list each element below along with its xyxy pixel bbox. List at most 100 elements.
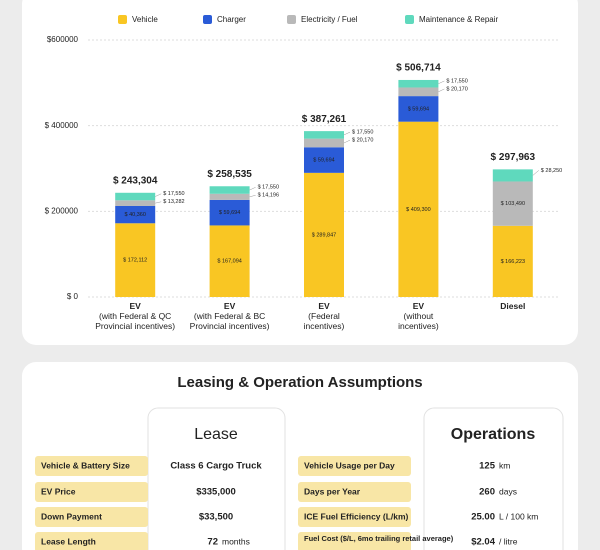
row-label-box: [298, 456, 411, 476]
row-label-box: [35, 507, 148, 527]
row-label: Lease Length: [41, 536, 96, 546]
row-value: 125: [479, 461, 496, 472]
bar-segment: [209, 225, 250, 297]
bar-segment: [398, 121, 439, 297]
leader-line: [438, 88, 445, 93]
row-label: Vehicle & Battery Size: [41, 460, 130, 470]
row-label: Fuel Cost ($/L, 6mo trailing retail aver…: [304, 534, 454, 543]
row-label: ICE Fuel Efficiency (L/km): [304, 511, 409, 521]
total-label: $ 243,304: [113, 175, 158, 186]
row-label: Down Payment: [41, 511, 102, 521]
row-value: Class 6 Cargo Truck: [170, 461, 262, 472]
row-label-box: [35, 482, 148, 502]
row-value: $33,500: [199, 512, 233, 523]
row-label-box: [35, 532, 148, 550]
operations-title: Operations: [451, 426, 536, 443]
legend-swatch: [287, 15, 296, 24]
bar-segment: [304, 138, 344, 148]
row-unit: / litre: [499, 536, 518, 546]
value-label: $ 103,490: [501, 201, 525, 207]
leader-line: [249, 187, 256, 191]
row-label: Vehicle Usage per Day: [304, 460, 395, 470]
row-value: 25.00: [471, 512, 495, 523]
bar-segment: [492, 181, 533, 226]
bar-segment: [115, 192, 156, 201]
bar-segment: [115, 205, 156, 224]
row-unit: days: [499, 486, 517, 496]
leader-line: [155, 193, 162, 197]
row-label-box: [35, 456, 148, 476]
row-value: 260: [479, 487, 495, 498]
bar-segment: [304, 147, 344, 173]
value-label: $ 409,300: [406, 207, 430, 213]
bar-segment: [304, 172, 344, 297]
legend-label: Electricity / Fuel: [301, 15, 358, 24]
leader-line: [438, 80, 445, 84]
bar-segment: [209, 193, 250, 200]
leader-line: [532, 170, 539, 176]
bar-segment: [492, 169, 533, 182]
x-tick-label: EV (without incentives): [398, 301, 439, 331]
row-unit: months: [222, 536, 250, 546]
x-tick-label: EV (Federal incentives): [304, 301, 345, 331]
legend-label: Maintenance & Repair: [419, 15, 498, 24]
row-label-box: [298, 507, 411, 527]
bar-segment: [115, 223, 156, 297]
value-label: $ 17,550: [163, 191, 184, 197]
value-label: $ 20,170: [446, 86, 467, 92]
total-label: $ 506,714: [396, 63, 441, 74]
assumptions-title: Leasing & Operation Assumptions: [177, 374, 422, 391]
value-label: $ 166,223: [501, 259, 525, 265]
value-label: $ 59,694: [313, 158, 334, 164]
value-label: $ 289,847: [312, 232, 336, 238]
row-value: $335,000: [196, 487, 236, 498]
y-tick-label: $ 400000: [45, 121, 79, 130]
x-tick-label: EV (with Federal & QC Provincial incentive…: [95, 301, 175, 331]
row-value: $2.04: [471, 537, 495, 548]
y-tick-label: $ 0: [67, 292, 79, 301]
total-label: $ 258,535: [207, 169, 252, 180]
leader-line: [249, 195, 256, 198]
bar-segment: [492, 225, 533, 297]
bar-segment: [398, 87, 439, 97]
row-unit: km: [499, 460, 510, 470]
row-unit: L / 100 km: [499, 511, 538, 521]
row-label: Days per Year: [304, 486, 361, 496]
operations-panel: [423, 407, 564, 550]
legend-swatch: [203, 15, 212, 24]
bar-segment: [115, 200, 156, 206]
y-tick-label: $600000: [47, 35, 79, 44]
value-label: $ 13,282: [163, 199, 184, 205]
value-label: $ 14,196: [258, 193, 279, 199]
value-label: $ 167,094: [217, 259, 241, 265]
value-label: $ 59,694: [219, 210, 240, 216]
total-label: $ 387,261: [302, 114, 347, 125]
bar-segment: [209, 199, 250, 226]
leader-line: [155, 201, 162, 204]
bar-segment: [209, 186, 250, 194]
value-label: $ 28,250: [541, 168, 562, 174]
row-value: 72: [207, 537, 218, 548]
value-label: $ 17,550: [258, 185, 279, 191]
chart-card: [22, 0, 578, 345]
leader-line: [343, 139, 351, 144]
value-label: $ 172,112: [123, 258, 147, 264]
x-tick-label: EV (with Federal & BC Provincial incentive…: [190, 301, 270, 331]
value-label: $ 59,694: [408, 106, 429, 112]
bar-segment: [398, 79, 439, 88]
legend-label: Vehicle: [132, 15, 158, 24]
x-tick-label: Diesel: [500, 301, 525, 311]
total-label: $ 297,963: [491, 152, 536, 163]
leader-line: [343, 131, 351, 136]
legend-label: Charger: [217, 15, 246, 24]
bar-segment: [398, 96, 439, 122]
row-label-box: [298, 532, 411, 550]
value-label: $ 40,360: [124, 212, 145, 218]
value-label: $ 20,170: [352, 138, 373, 144]
lease-title: Lease: [194, 426, 238, 443]
value-label: $ 17,550: [446, 78, 467, 84]
bar-segment: [304, 131, 344, 139]
legend-swatch: [405, 15, 414, 24]
y-tick-label: $ 200000: [45, 206, 79, 215]
